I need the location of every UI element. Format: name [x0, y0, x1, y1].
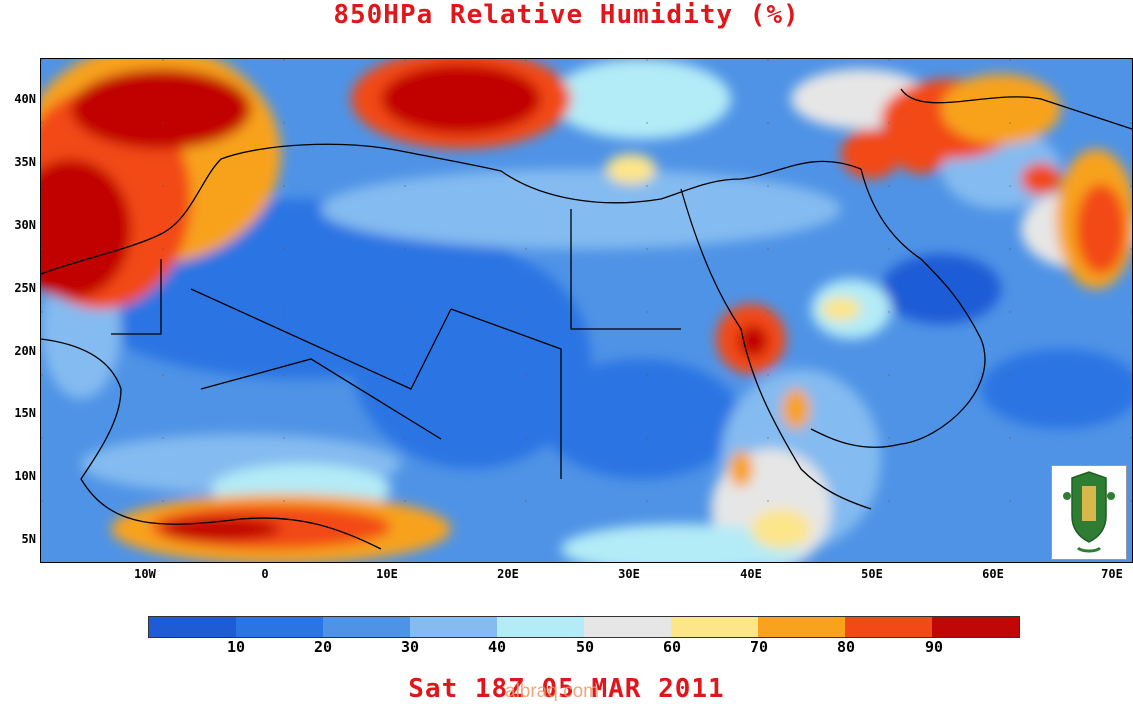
watermark: albraq.com — [505, 681, 599, 702]
lon-label: 60E — [982, 567, 1004, 581]
lat-label: 25N — [14, 281, 36, 295]
colorbar-label: 80 — [836, 638, 856, 656]
colorbar-swatch — [149, 617, 236, 637]
lon-label: 40E — [740, 567, 762, 581]
colorbar-swatch — [410, 617, 497, 637]
colorbar-label: 30 — [400, 638, 420, 656]
colorbar-swatch — [236, 617, 323, 637]
lat-label: 30N — [14, 218, 36, 232]
lon-label: 20E — [497, 567, 519, 581]
timestamp: Sat 18Z 05 MAR 2011 — [408, 674, 725, 704]
colorbar-swatch — [323, 617, 410, 637]
colorbar-label: 90 — [924, 638, 944, 656]
colorbar-swatch — [497, 617, 584, 637]
university-logo — [1051, 465, 1127, 560]
lon-label: 30E — [618, 567, 640, 581]
chart-title: 850HPa Relative Humidity (%) — [333, 0, 800, 30]
lat-label: 20N — [14, 344, 36, 358]
lat-label: 35N — [14, 155, 36, 169]
colorbar-label: 60 — [662, 638, 682, 656]
lat-label: 5N — [21, 532, 36, 546]
colorbar-swatch — [845, 617, 932, 637]
emblem-icon — [1056, 470, 1122, 555]
colorbar-swatch — [932, 617, 1019, 637]
colorbar-label: 10 — [226, 638, 246, 656]
colorbar — [148, 616, 1020, 638]
lat-label: 40N — [14, 92, 36, 106]
humidity-field — [41, 59, 1132, 562]
lon-label: 70E — [1101, 567, 1123, 581]
lat-label: 15N — [14, 406, 36, 420]
colorbar-swatch — [758, 617, 845, 637]
colorbar-swatch — [671, 617, 758, 637]
colorbar-label: 20 — [313, 638, 333, 656]
lon-label: 10W — [134, 567, 156, 581]
lon-label: 0 — [261, 567, 269, 581]
humidity-map — [40, 58, 1133, 563]
colorbar-label: 40 — [487, 638, 507, 656]
colorbar-swatch — [584, 617, 671, 637]
lat-label: 10N — [14, 469, 36, 483]
lon-label: 50E — [861, 567, 883, 581]
colorbar-label: 70 — [749, 638, 769, 656]
lon-label: 10E — [376, 567, 398, 581]
colorbar-label: 50 — [575, 638, 595, 656]
